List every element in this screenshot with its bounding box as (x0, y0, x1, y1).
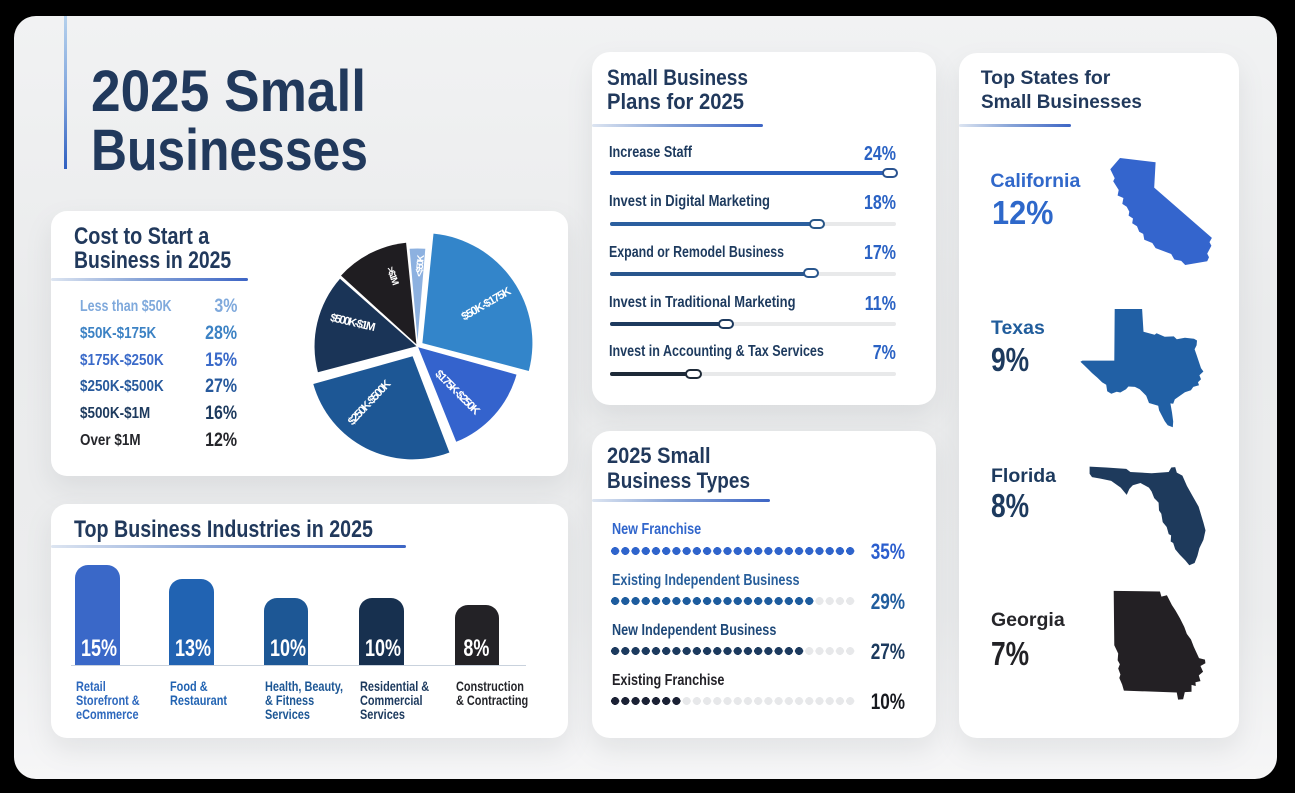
svg-text:<$50K: <$50K (414, 254, 427, 277)
